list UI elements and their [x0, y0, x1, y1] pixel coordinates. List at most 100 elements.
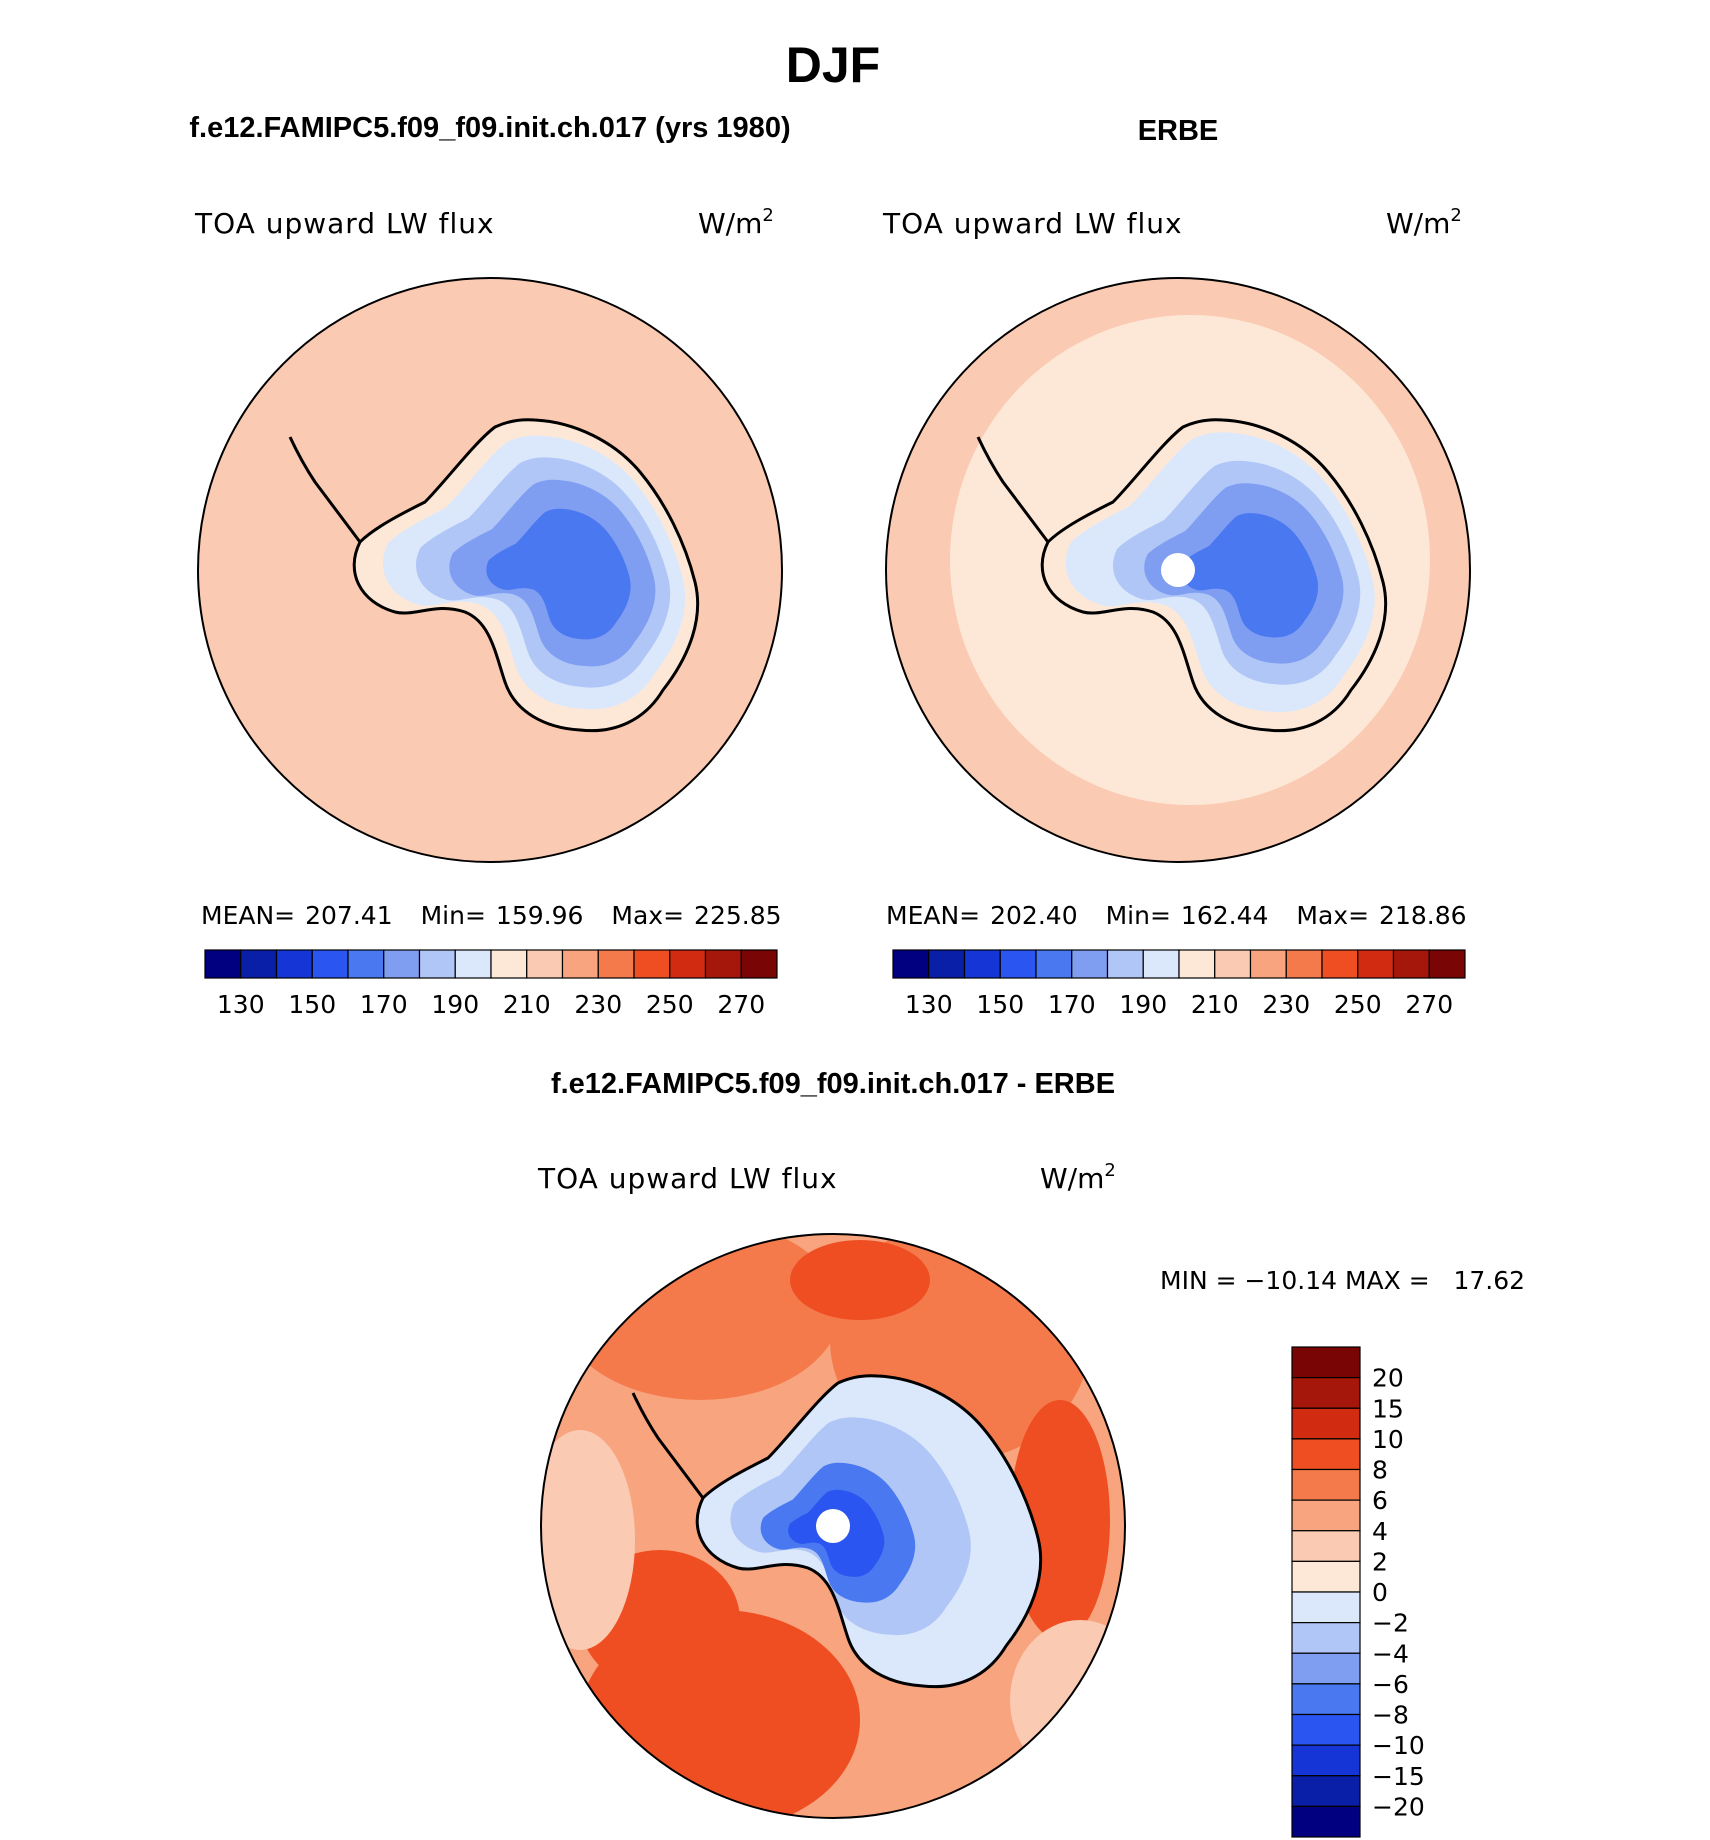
panel-c-colorbar-tick-label: 2 [1372, 1547, 1388, 1576]
panel-a-colorbar-tick-label: 190 [431, 990, 479, 1019]
panel-b-colorbar-swatch [1178, 949, 1216, 979]
panel-c-pole-hole [816, 1509, 850, 1543]
diff-heading: f.e12.FAMIPC5.f09_f09.init.ch.017 - ERBE [551, 1068, 1115, 1100]
panel-c-colorbar-tick-label: −20 [1372, 1792, 1425, 1821]
panel-b-variable: TOA upward LW flux [882, 207, 1183, 240]
panel-b-colorbar-tick-label: 130 [905, 990, 953, 1019]
panel-a-colorbar-swatch [311, 949, 349, 979]
panel-a-colorbar-swatch [740, 949, 778, 979]
figure-title: DJF [786, 37, 880, 93]
panel-b-colorbar-swatch [1357, 949, 1395, 979]
panel-a-colorbar-tick-label: 230 [574, 990, 622, 1019]
panel-a-colorbar-tick-label: 150 [288, 990, 336, 1019]
panel-b-colorbar-swatch [999, 949, 1037, 979]
panel-c-minmax: MIN = −10.14 MAX = 17.62 [1160, 1266, 1525, 1295]
panel-a-colorbar-tick-label: 270 [717, 990, 765, 1019]
panel-b-colorbar-swatch [1285, 949, 1323, 979]
panel-b-map [886, 278, 1470, 862]
panel-c-colorbar-swatch [1291, 1407, 1361, 1440]
panel-a-colorbar-swatch [597, 949, 635, 979]
panel-b-units: W/m2 [1386, 205, 1462, 240]
panel-a-colorbar-swatch [454, 949, 492, 979]
panel-c-colorbar-swatch [1291, 1744, 1361, 1777]
panel-a-colorbar-swatch [275, 949, 313, 979]
panel-a-stats: MEAN= 207.41 Min= 159.96 Max= 225.85 [201, 901, 782, 930]
panel-a-boundary [197, 277, 783, 863]
panel-c-colorbar-tick-label: −15 [1372, 1762, 1425, 1791]
panel-b-colorbar-swatch [928, 949, 966, 979]
panel-c-colorbar-tick-label: 4 [1372, 1517, 1388, 1546]
panel-c-colorbar-swatch [1291, 1468, 1361, 1501]
panel-a-colorbar-swatch [383, 949, 421, 979]
panel-a-colorbar-swatch [240, 949, 278, 979]
panel-c-colorbar-tick-label: 10 [1372, 1425, 1404, 1454]
panel-c-colorbar-swatch [1291, 1591, 1361, 1624]
panel-c-colorbar-swatch [1291, 1346, 1361, 1379]
panel-a-colorbar-swatch [669, 949, 707, 979]
panel-b-colorbar-swatch [963, 949, 1001, 979]
panel-c-colorbar-swatch [1291, 1713, 1361, 1746]
panel-b-colorbar-tick-label: 250 [1334, 990, 1382, 1019]
panel-c-colorbar-tick-label: 8 [1372, 1456, 1388, 1485]
panel-a-colorbar-swatch [490, 949, 528, 979]
panel-diff: TOA upward LW flux W/m2 M [537, 1160, 1525, 1838]
panel-a-units: W/m2 [698, 205, 774, 240]
panel-c-colorbar-tick-label: −10 [1372, 1731, 1425, 1760]
panel-b-heading: ERBE [1138, 115, 1219, 147]
panel-b-colorbar-swatch [1142, 949, 1180, 979]
panel-obs: TOA upward LW flux W/m2 MEAN= 202.40 Min= 1… [882, 205, 1471, 1019]
panel-b-stats: MEAN= 202.40 Min= 162.44 Max= 218.86 [886, 901, 1467, 930]
panel-c-colorbar-swatch [1291, 1805, 1361, 1838]
panel-c-colorbar-tick-label: 20 [1372, 1364, 1404, 1393]
panel-a-colorbar-tick-label: 250 [646, 990, 694, 1019]
panel-a-colorbar-swatch [526, 949, 564, 979]
panel-b-colorbar-swatch [1071, 949, 1109, 979]
panel-c-units: W/m2 [1040, 1160, 1116, 1195]
panel-a-colorbar-swatch [347, 949, 385, 979]
panel-b-colorbar: 130 150 170 190 210 230 250 270 [892, 949, 1466, 1019]
panel-c-colorbar-tick-label: −4 [1372, 1639, 1409, 1668]
panel-c-colorbar-tick-label: 6 [1372, 1486, 1388, 1515]
panel-b-colorbar-tick-label: 270 [1405, 990, 1453, 1019]
panel-c-colorbar-swatch [1291, 1560, 1361, 1593]
panel-c-colorbar-swatch [1291, 1530, 1361, 1562]
panel-c-colorbar-swatch [1291, 1775, 1361, 1807]
panel-a-colorbar: 130 150 170 190 210 230 250 270 [204, 949, 778, 1019]
panel-b-colorbar-swatch [1035, 949, 1073, 979]
panel-c-variable: TOA upward LW flux [537, 1162, 838, 1195]
panel-c-colorbar-swatch [1291, 1683, 1361, 1716]
panel-a-colorbar-tick-label: 210 [503, 990, 551, 1019]
panel-b-colorbar-swatch [1214, 949, 1252, 979]
panel-c-colorbar-tick-label: 0 [1372, 1578, 1388, 1607]
panel-c-colorbar-tick-label: −8 [1372, 1701, 1409, 1730]
panel-c-colorbar-tick-label: −6 [1372, 1670, 1409, 1699]
panel-a-colorbar-swatch [418, 949, 456, 979]
panel-b-colorbar-tick-label: 190 [1119, 990, 1167, 1019]
panel-b-colorbar-swatch [892, 949, 930, 979]
panel-c-colorbar-swatch [1291, 1438, 1361, 1471]
panel-c-colorbar-swatch [1291, 1377, 1361, 1409]
panel-b-colorbar-swatch [1321, 949, 1359, 979]
panel-a-heading: f.e12.FAMIPC5.f09_f09.init.ch.017 (yrs 1… [189, 112, 790, 144]
panel-a-colorbar-swatch [633, 949, 671, 979]
panel-c-map [541, 1234, 1125, 1818]
panel-b-colorbar-tick-label: 170 [1048, 990, 1096, 1019]
panel-a-variable: TOA upward LW flux [194, 207, 495, 240]
panel-model: TOA upward LW flux W/m2 MEAN= 207.41 Min= 1… [194, 205, 783, 1019]
panel-b-colorbar-swatch [1106, 949, 1144, 979]
panel-b-colorbar-tick-label: 210 [1191, 990, 1239, 1019]
panel-c-colorbar-swatch [1291, 1499, 1361, 1532]
panel-a-colorbar-swatch [561, 949, 599, 979]
panel-b-pole-hole [1161, 553, 1195, 587]
panel-b-boundary [885, 277, 1471, 863]
panel-a-map [198, 278, 782, 862]
panel-a-colorbar-tick-label: 130 [217, 990, 265, 1019]
panel-c-boundary [540, 1233, 1126, 1819]
panel-c-colorbar-tick-label: 15 [1372, 1394, 1404, 1423]
panel-b-colorbar-swatch [1428, 949, 1466, 979]
panel-a-colorbar-tick-label: 170 [360, 990, 408, 1019]
panel-c-colorbar-swatch [1291, 1622, 1361, 1654]
panel-b-colorbar-tick-label: 150 [976, 990, 1024, 1019]
